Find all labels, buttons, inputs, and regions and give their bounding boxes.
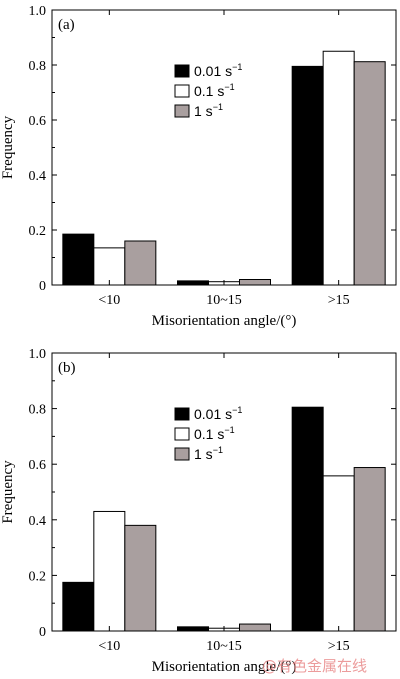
panel-a-y-tick-label: 0.4	[29, 169, 47, 184]
panel-a-x-tick-label: <10	[98, 293, 120, 308]
panel-b-bar	[124, 524, 157, 632]
panel-a-legend-unit-superscript: −1	[213, 102, 223, 112]
panel-a-bar	[291, 65, 324, 286]
panel-b-legend-unit-superscript: −1	[224, 425, 234, 435]
panel-b-bar	[62, 581, 95, 632]
panel-b-legend-swatch	[174, 407, 190, 421]
panel-a-legend-unit-superscript: −1	[232, 62, 242, 72]
panel-b-x-tick-label: <10	[98, 639, 120, 654]
panel-a-y-tick-label: 0	[39, 279, 46, 294]
panel-a-y-tick-label: 1.0	[29, 4, 47, 19]
watermark-text: @有色金属在线	[262, 657, 367, 675]
panel-a-legend-swatch	[174, 104, 190, 118]
panel-b-y-tick-label: 0.4	[29, 514, 47, 529]
panel-a-chart: 0 0.2 0.4 0.6 0.8 1.0 <10 10~15 >15 Misorientatio…	[0, 4, 397, 329]
panel-b-legend-unit-superscript: −1	[232, 405, 242, 415]
panel-b-x-axis-label: Misorientation angle/(°)	[152, 659, 297, 675]
panel-a-bar	[239, 279, 271, 286]
panel-a-x-axis-label: Misorientation angle/(°)	[152, 313, 297, 329]
panel-a-legend-label: 1 s−1	[194, 102, 223, 119]
panel-b-bar	[239, 623, 271, 632]
panel-a-x-tick-label: >15	[328, 293, 350, 308]
panel-b-y-tick-label: 0.8	[29, 403, 47, 418]
panel-a-legend-unit-superscript: −1	[224, 82, 234, 92]
panel-b-panel-label: (b)	[58, 360, 76, 376]
panel-b-bar	[291, 406, 324, 632]
panel-b-legend-swatch	[174, 447, 190, 461]
panel-b-y-axis-label: Frequency	[0, 460, 16, 524]
panel-a-legend-swatch	[174, 84, 190, 98]
panel-b-y-tick-label: 1.0	[29, 347, 47, 362]
panel-b-legend-swatch	[174, 427, 190, 441]
panel-a-x-tick-label: 10~15	[206, 293, 242, 308]
panel-b-bar	[322, 475, 355, 632]
panel-a-bar	[93, 247, 126, 286]
panel-a-bar	[62, 233, 95, 286]
panel-a-y-axis-label: Frequency	[0, 115, 16, 179]
panel-a-legend-label: 0.01 s−1	[194, 62, 242, 79]
panel-b-y-tick-label: 0.2	[29, 569, 47, 584]
panel-a-legend-label: 0.1 s−1	[194, 82, 235, 99]
panel-b-y-tick-label: 0	[39, 625, 46, 640]
panel-b-y-tick-label: 0.6	[29, 458, 47, 473]
panel-b-chart: 0 0.2 0.4 0.6 0.8 1.0 <10 10~15 >15 Misorientatio…	[0, 347, 397, 675]
panel-a-y-tick-label: 0.2	[29, 224, 47, 239]
panel-b-x-tick-label: >15	[328, 639, 350, 654]
panel-b-legend-label: 0.01 s−1	[194, 405, 242, 422]
panel-a-bar	[353, 61, 386, 286]
panel-a-bar	[322, 50, 355, 286]
panel-b-legend-label: 0.1 s−1	[194, 425, 235, 442]
panel-b-bar	[353, 467, 386, 632]
panel-a-y-tick-label: 0.6	[29, 114, 47, 129]
panel-b-legend-label: 1 s−1	[194, 445, 223, 462]
panel-a-y-tick-label: 0.8	[29, 59, 47, 74]
panel-a-panel-label: (a)	[58, 17, 75, 33]
panel-b-x-tick-label: 10~15	[206, 639, 242, 654]
panel-b-legend-unit-superscript: −1	[213, 445, 223, 455]
panel-b-bar	[177, 626, 209, 632]
panel-b-bar	[93, 510, 126, 632]
panel-a-bar	[177, 280, 209, 286]
panel-a-bar	[124, 240, 157, 286]
panel-a-legend-swatch	[174, 64, 190, 78]
